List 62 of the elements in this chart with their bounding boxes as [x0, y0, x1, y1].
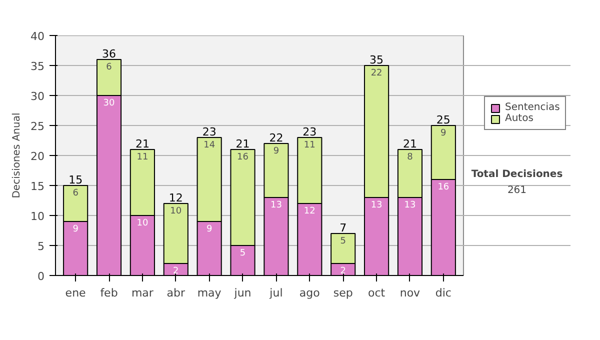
data-label: 2 — [340, 266, 346, 276]
data-label: 10 — [136, 218, 148, 228]
total-label: 23 — [202, 126, 216, 138]
x-tick-label: ago — [299, 286, 320, 300]
total-label: 36 — [102, 48, 116, 60]
data-label: 11 — [136, 152, 148, 162]
total-label: 25 — [436, 114, 450, 126]
data-label: 16 — [237, 152, 249, 162]
data-label: 13 — [404, 200, 416, 210]
y-axis-title: Decisiones Anual — [12, 112, 23, 198]
data-label: 9 — [273, 146, 280, 156]
x-tick-label: nov — [400, 286, 421, 300]
y-tick-label: 20 — [30, 150, 45, 163]
y-tick-label: 30 — [30, 90, 45, 103]
data-label: 9 — [72, 224, 79, 234]
text: Total Decisiones — [471, 169, 563, 180]
data-label: 5 — [240, 248, 246, 258]
y-tick-label: 0 — [38, 270, 44, 283]
legend-label: Autos — [505, 113, 534, 124]
data-label: 13 — [370, 200, 382, 210]
y-tick-label: 5 — [38, 240, 44, 253]
data-label: 22 — [370, 68, 382, 78]
data-label: 9 — [206, 224, 212, 234]
x-tick-label: dic — [435, 286, 452, 300]
data-label: 11 — [304, 140, 316, 150]
y-tick-label: 35 — [30, 60, 45, 73]
data-label: 6 — [72, 188, 79, 198]
y-tick-label: 40 — [30, 30, 45, 43]
x-tick-label: mar — [131, 286, 154, 300]
total-label: 21 — [402, 138, 417, 150]
data-label: 14 — [204, 140, 216, 150]
text: 261 — [507, 185, 527, 196]
total-label: 12 — [168, 192, 183, 204]
data-label: 8 — [407, 152, 414, 162]
data-label: 5 — [340, 236, 346, 246]
x-tick-label: sep — [333, 286, 353, 300]
x-tick-label: abr — [166, 286, 186, 300]
x-tick-label: jun — [233, 286, 252, 300]
x-tick-label: ene — [65, 286, 86, 300]
data-label: 9 — [440, 128, 447, 138]
data-label: 6 — [106, 62, 112, 72]
x-tick-label: oct — [368, 286, 386, 300]
data-label: 10 — [170, 206, 182, 216]
data-label: 2 — [173, 266, 179, 276]
data-label: 16 — [438, 182, 450, 192]
data-label: 30 — [103, 98, 116, 108]
data-label: 12 — [304, 206, 316, 216]
total-label: 23 — [302, 126, 317, 138]
data-label: 13 — [270, 200, 282, 210]
y-tick-label: 10 — [30, 210, 45, 223]
total-label: 22 — [269, 132, 284, 144]
x-tick-label: may — [197, 286, 222, 300]
total-label: 21 — [135, 138, 150, 150]
x-tick-label: jul — [268, 286, 283, 300]
y-tick-label: 15 — [30, 180, 45, 193]
total-label: 15 — [68, 174, 83, 186]
total-label: 21 — [236, 138, 250, 150]
total-label: 35 — [370, 54, 384, 66]
x-tick-label: feb — [100, 286, 118, 300]
legend-label: Sentencias — [505, 102, 560, 113]
total-label: 7 — [340, 222, 347, 234]
y-tick-label: 25 — [30, 120, 45, 133]
